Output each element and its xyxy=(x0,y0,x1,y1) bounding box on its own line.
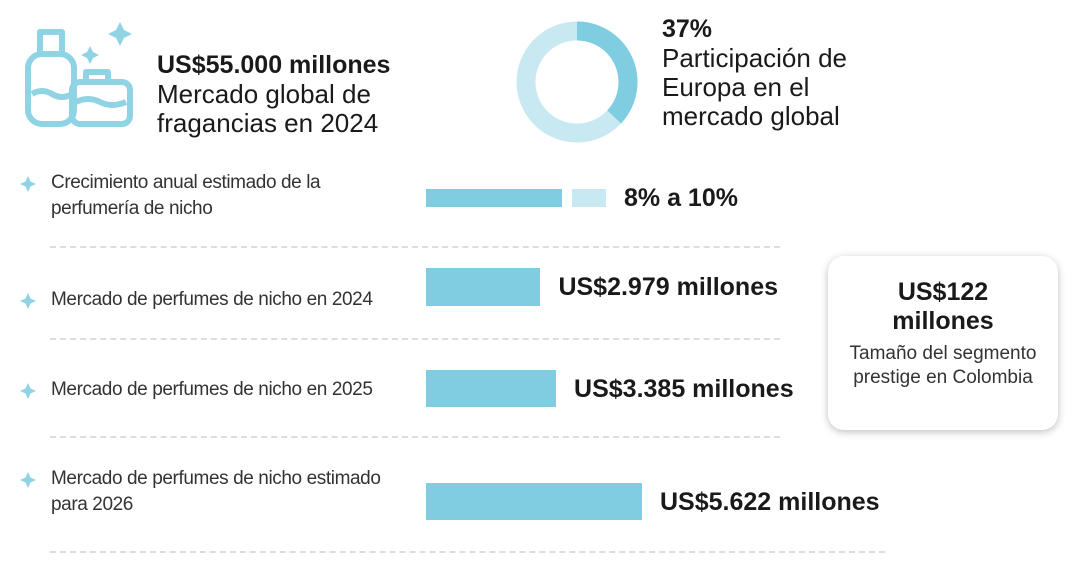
separator xyxy=(50,436,780,438)
bar xyxy=(572,189,606,207)
donut-segment xyxy=(516,21,638,143)
bar xyxy=(426,483,642,520)
bar xyxy=(426,189,562,207)
diamond xyxy=(20,472,36,488)
row-label: Mercado de perfumes de nicho estimado pa… xyxy=(51,468,381,515)
headline-text: Mercado global de fragancias en 2024 xyxy=(157,79,379,138)
separator xyxy=(50,338,780,340)
value-label: US$5.622 millones xyxy=(660,487,880,516)
donut-text: Participación de Europa en el mercado gl… xyxy=(662,43,847,131)
row-label: Crecimiento anual estimado de la perfume… xyxy=(51,172,321,219)
diamond xyxy=(20,176,36,192)
bar xyxy=(426,370,557,407)
callout-value: US$122 millones xyxy=(892,278,994,335)
separator xyxy=(50,246,780,248)
row-label: Mercado de perfumes de nicho en 2024 xyxy=(51,289,373,310)
value-label: US$2.979 millones xyxy=(558,273,779,301)
separator xyxy=(50,551,885,553)
callout-text: Tamaño del segmento prestige en Colombia xyxy=(849,343,1037,388)
row-label: Mercado de perfumes de nicho en 2025 xyxy=(51,379,373,400)
callout-box: US$122 millones Tamaño del segmento pres… xyxy=(828,256,1058,430)
diamond xyxy=(20,383,36,399)
donut-value: 37% xyxy=(662,15,713,43)
donut-chart xyxy=(516,21,638,143)
perfume-icon xyxy=(25,22,133,127)
headline-value: US$55.000 millones xyxy=(157,51,391,79)
value-label: US$3.385 millones xyxy=(574,374,794,403)
diamond xyxy=(20,293,36,309)
bar xyxy=(426,268,541,306)
value-label: 8% a 10% xyxy=(624,184,738,212)
